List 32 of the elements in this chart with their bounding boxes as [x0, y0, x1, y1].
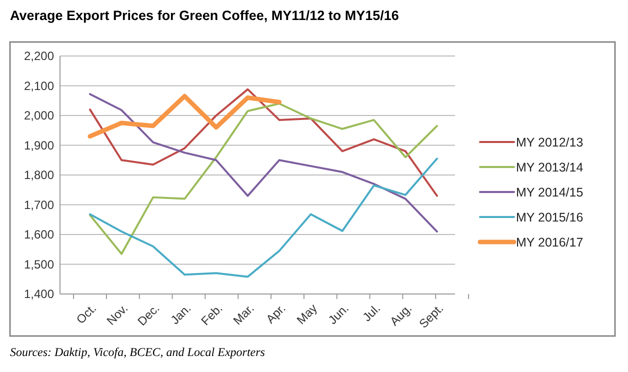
x-tick-label: May [294, 301, 320, 328]
legend-label: MY 2013/14 [516, 160, 584, 174]
y-tick-label: 1,700 [24, 198, 54, 212]
x-tick-label: Feb. [198, 301, 226, 328]
y-tick-label: 1,800 [24, 168, 54, 182]
y-tick-label: 1,400 [24, 287, 54, 302]
x-tick-label: Jul. [360, 301, 383, 324]
x-tick-label: Jun. [326, 301, 352, 328]
x-tick-label: Mar. [230, 301, 257, 328]
x-tick-label: Apr. [263, 301, 288, 326]
legend-label: MY 2015/16 [516, 210, 584, 224]
legend-label: MY 2016/17 [516, 235, 584, 250]
x-tick-label: Dec. [134, 301, 162, 329]
y-tick-label: 1,900 [24, 138, 54, 152]
line-series [88, 94, 282, 139]
legend-label: MY 2014/15 [516, 185, 584, 200]
x-tick-label: Jan. [168, 301, 194, 328]
y-tick-label: 1,600 [24, 228, 54, 242]
x-tick-label: Nov. [104, 301, 131, 328]
x-tick-label: Aug. [387, 301, 415, 329]
y-tick-label: 2,000 [24, 108, 54, 123]
legend-label: MY 2012/13 [516, 135, 584, 150]
y-tick-label: 2,100 [24, 78, 54, 93]
line-series [89, 88, 438, 197]
line-series [89, 102, 438, 255]
y-tick-label: 1,500 [24, 257, 54, 272]
y-tick-label: 2,200 [24, 49, 54, 64]
x-tick-label: Oct. [74, 301, 100, 327]
chart-title: Average Export Prices for Green Coffee, MY11/12 to MY15/16 [10, 8, 400, 23]
line-series [89, 93, 438, 233]
source-note: Sources: Daktip, Vicofa, BCEC, and Local Exporters [10, 345, 266, 359]
line-series [89, 158, 438, 278]
